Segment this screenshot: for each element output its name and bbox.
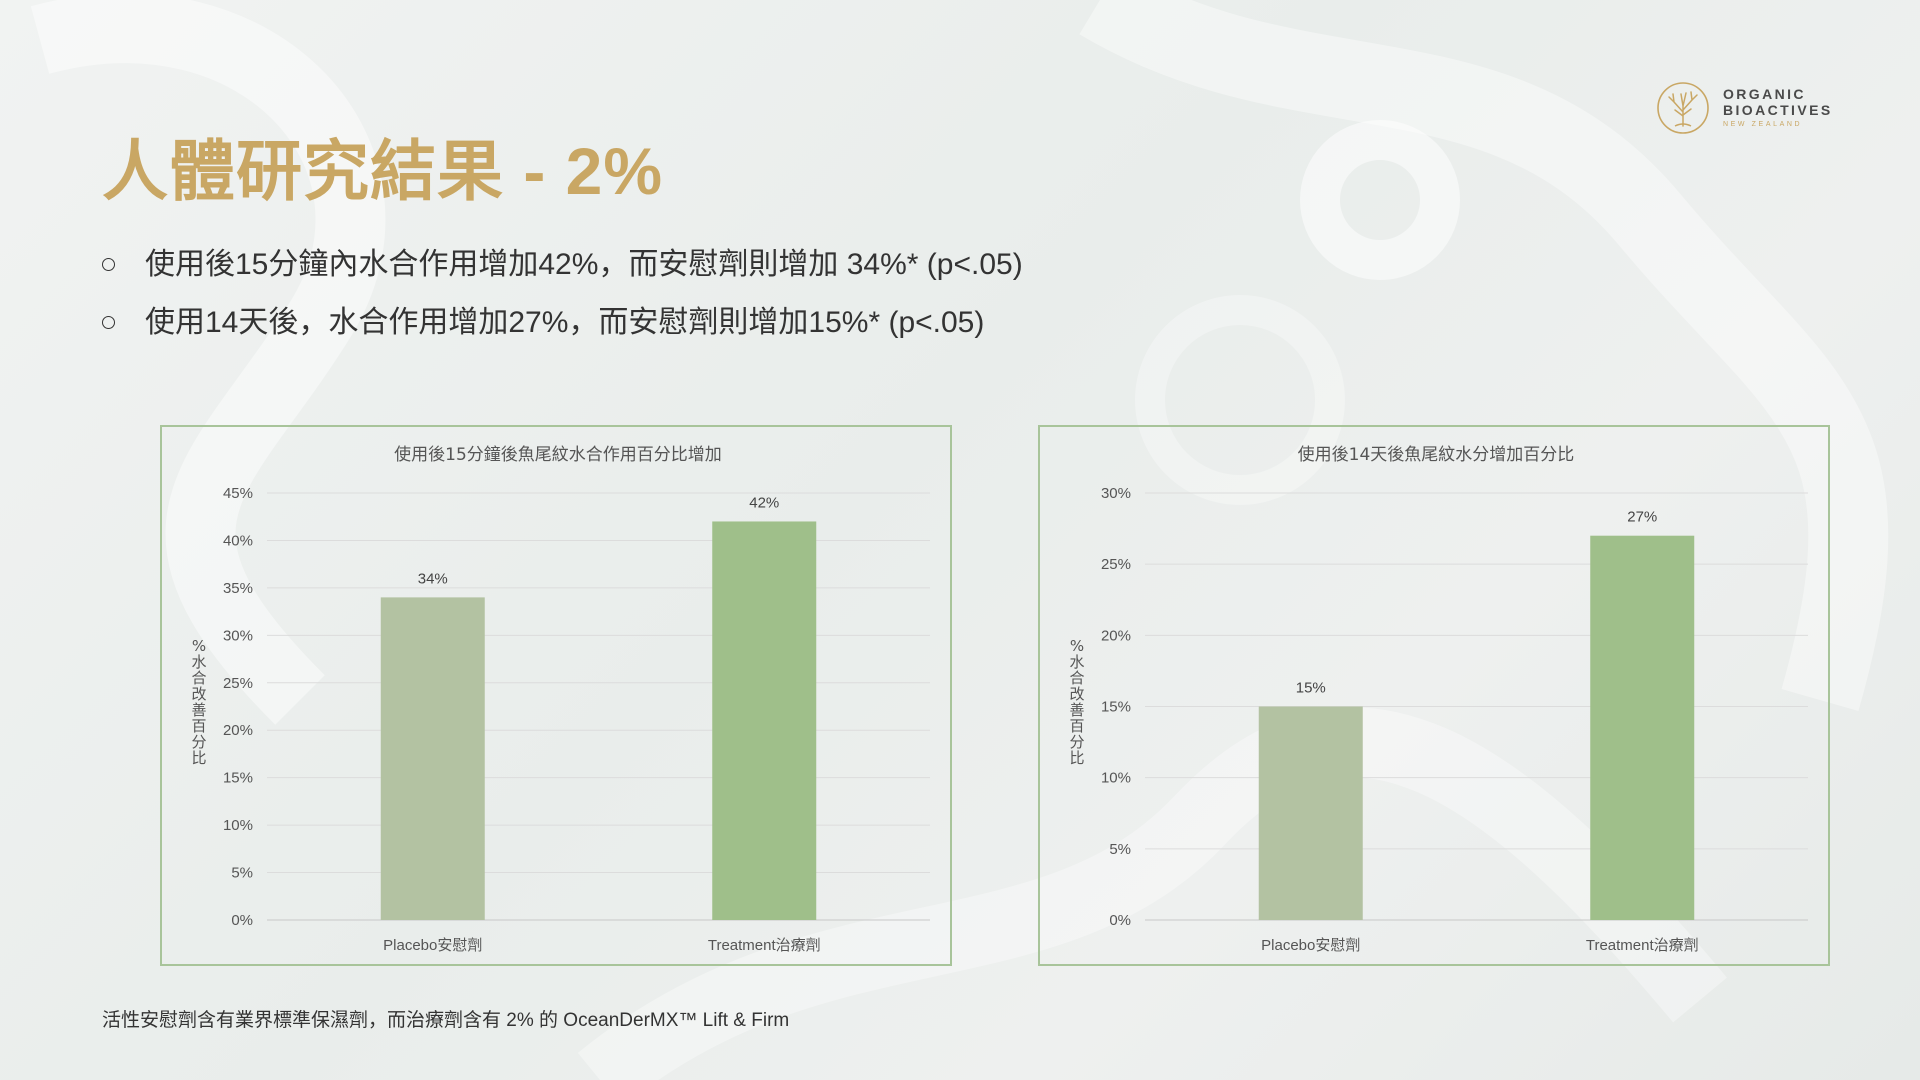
bar (1258, 706, 1363, 920)
category-label: Treatment治療劑 (1586, 937, 1699, 954)
y-tick-label: 35% (223, 580, 253, 597)
slide-title: 人體研究結果 - 2% (102, 134, 664, 208)
y-tick-label: 15% (1101, 699, 1131, 716)
chart-title: 使用後14天後魚尾紋水分增加百分比 (1298, 444, 1575, 465)
y-tick-label: 10% (1101, 770, 1131, 787)
logo-text-organic: ORGANIC (1723, 86, 1806, 103)
y-tick-label: 25% (223, 675, 253, 692)
tree-icon (1657, 82, 1709, 134)
y-axis-label: %水合改善百分比 (1069, 637, 1084, 767)
y-tick-label: 30% (1101, 485, 1131, 502)
chart-hydration-15min: 使用後15分鐘後魚尾紋水合作用百分比增加 0% 5% 10% 15% 20% 25% 30% 3… (160, 425, 952, 966)
data-label: 15% (1296, 680, 1326, 697)
logo-text-bioactives: BIOACTIVES (1723, 101, 1833, 118)
data-label: 34% (418, 570, 448, 587)
y-tick-label: 25% (1101, 556, 1131, 573)
bullet-text: 使用後15分鐘內水合作用增加42%，而安慰劑則增加 34%* (p<.05) (145, 248, 1023, 281)
category-label: Treatment治療劑 (708, 937, 821, 954)
category-label: Placebo安慰劑 (383, 936, 482, 954)
bar (380, 597, 485, 920)
chart-title: 使用後15分鐘後魚尾紋水合作用百分比增加 (394, 444, 722, 465)
y-tick-label: 0% (231, 912, 253, 929)
data-label: 42% (749, 494, 779, 511)
bullet-list: 使用後15分鐘內水合作用增加42%，而安慰劑則增加 34%* (p<.05) 使… (102, 232, 1023, 348)
bar (712, 521, 817, 920)
category-label: Placebo安慰劑 (1261, 936, 1360, 954)
y-tick-label: 5% (231, 865, 253, 882)
chart-hydration-14days: 使用後14天後魚尾紋水分增加百分比 0% 5% 10% 15% 20% 25% 30% %水合改… (1038, 425, 1830, 966)
y-tick-label: 30% (223, 627, 253, 644)
y-tick-label: 20% (223, 722, 253, 739)
bullet-circle-icon (102, 257, 115, 271)
y-tick-label: 5% (1109, 841, 1131, 858)
y-tick-label: 10% (223, 817, 253, 834)
bullet-circle-icon (102, 315, 115, 329)
bar (1590, 535, 1695, 920)
y-tick-label: 0% (1109, 912, 1131, 929)
bullet-text: 使用14天後，水合作用增加27%，而安慰劑則增加15%* (p<.05) (145, 306, 985, 339)
brand-logo: ORGANIC BIOACTIVES NEW ZEALAND (1655, 80, 1833, 136)
y-axis-label: %水合改善百分比 (191, 637, 206, 767)
y-tick-label: 45% (223, 485, 253, 502)
logo-text-new-zealand: NEW ZEALAND (1723, 121, 1803, 129)
bullet-item: 使用後15分鐘內水合作用增加42%，而安慰劑則增加 34%* (p<.05) (102, 232, 1023, 290)
bullet-item: 使用14天後，水合作用增加27%，而安慰劑則增加15%* (p<.05) (102, 290, 1023, 348)
y-tick-label: 40% (223, 532, 253, 549)
chart-svg: 使用後14天後魚尾紋水分增加百分比 0% 5% 10% 15% 20% 25% 30% %水合改… (1069, 444, 1808, 954)
chart-svg: 使用後15分鐘後魚尾紋水合作用百分比增加 0% 5% 10% 15% 20% 25% 30% 3… (191, 444, 930, 954)
footnote: 活性安慰劑含有業界標準保濕劑，而治療劑含有 2% 的 OceanDerMX™ L… (102, 1010, 790, 1031)
y-tick-label: 15% (223, 770, 253, 787)
data-label: 27% (1627, 509, 1657, 526)
y-tick-label: 20% (1101, 627, 1131, 644)
